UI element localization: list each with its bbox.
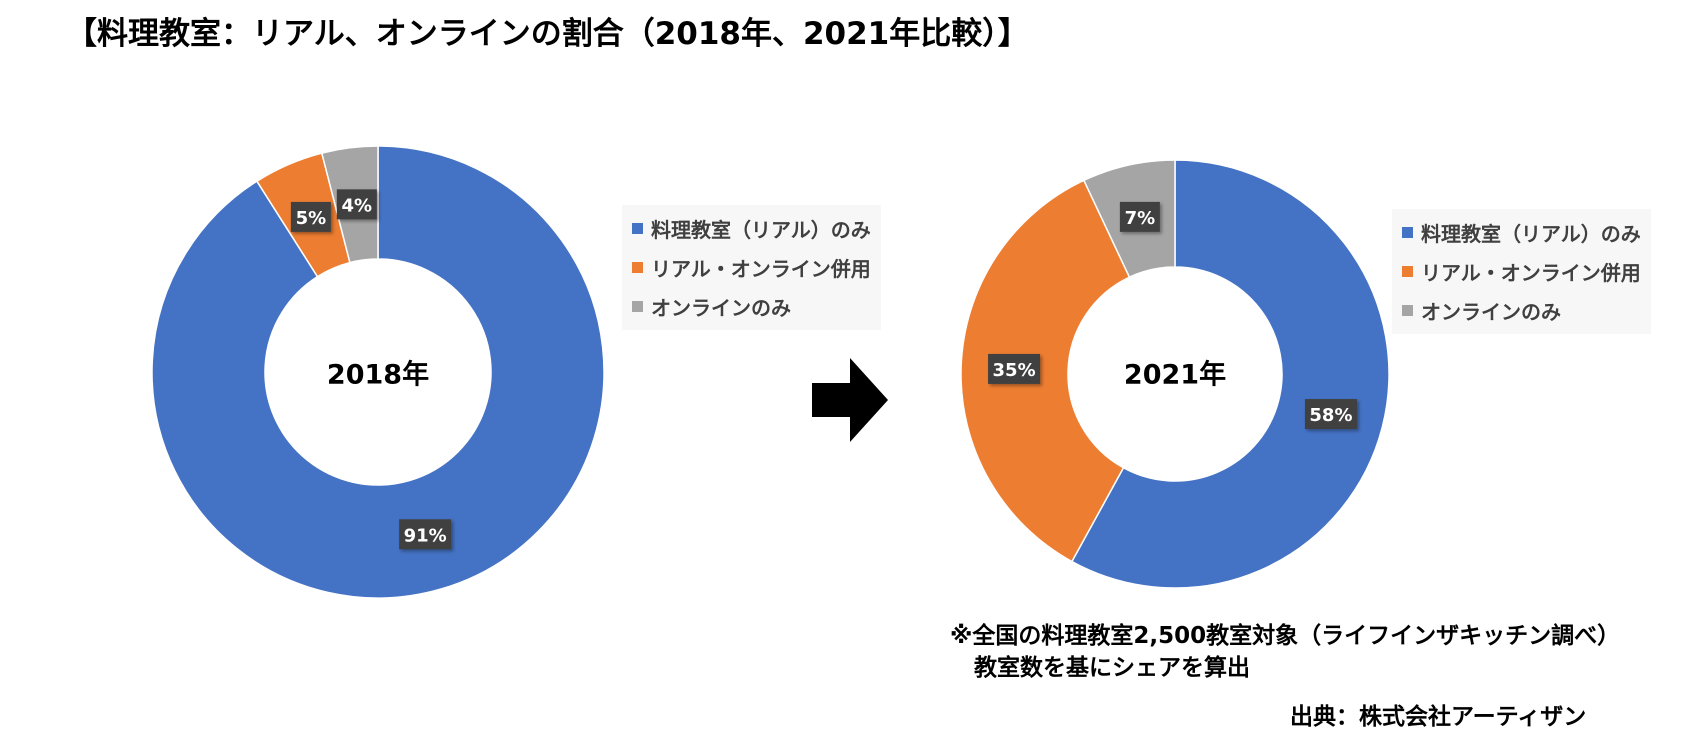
chart-2021-slice-real bbox=[1070, 159, 1390, 589]
legend-swatch-real bbox=[1402, 227, 1413, 238]
chart-2018-data-label-box-hybrid bbox=[290, 201, 331, 232]
survey-note: ※全国の料理教室2,500教室対象（ライフインザキッチン調べ） 教室数を基にシェ… bbox=[950, 620, 1620, 684]
legend-item-hybrid: リアル・オンライン併用 bbox=[1402, 252, 1641, 291]
page-title: 【料理教室：リアル、オンラインの割合（2018年、2021年比較）】 bbox=[66, 16, 1029, 52]
chart-2018-center-label: 2018年 bbox=[326, 359, 430, 391]
survey-note-line1: ※全国の料理教室2,500教室対象（ライフインザキッチン調べ） bbox=[950, 623, 1621, 649]
legend-label-online: オンラインのみ bbox=[1421, 300, 1561, 324]
legend-label-hybrid: リアル・オンライン併用 bbox=[1421, 261, 1641, 285]
legend-swatch-hybrid bbox=[632, 262, 643, 273]
chart-2021-data-label-real: 58% bbox=[1309, 405, 1352, 426]
legend-label-online: オンラインのみ bbox=[651, 296, 791, 320]
legend-label-real: 料理教室（リアル）のみ bbox=[1421, 222, 1641, 246]
chart-2018-data-label-hybrid: 5% bbox=[296, 208, 327, 229]
right-arrow-icon bbox=[812, 358, 888, 442]
chart-2021-donut: 58% 35% 7% bbox=[960, 159, 1390, 589]
chart-2021-legend: 料理教室（リアル）のみ リアル・オンライン併用 オンラインのみ bbox=[1392, 209, 1651, 334]
legend-item-hybrid: リアル・オンライン併用 bbox=[632, 248, 871, 287]
legend-item-real: 料理教室（リアル）のみ bbox=[1402, 213, 1641, 252]
chart-2021-data-label-online: 7% bbox=[1125, 208, 1156, 229]
legend-label-real: 料理教室（リアル）のみ bbox=[651, 218, 871, 242]
legend-item-online: オンラインのみ bbox=[632, 287, 871, 326]
chart-2021-data-label-box-real bbox=[1304, 399, 1357, 430]
chart-2021-slice-hybrid bbox=[960, 179, 1131, 563]
chart-2018-data-label-box-online bbox=[336, 189, 377, 220]
legend-swatch-hybrid bbox=[1402, 266, 1413, 277]
legend-item-real: 料理教室（リアル）のみ bbox=[632, 209, 871, 248]
legend-item-online: オンラインのみ bbox=[1402, 291, 1641, 330]
chart-2018-data-label-box-real bbox=[399, 519, 452, 550]
chart-2018-legend: 料理教室（リアル）のみ リアル・オンライン併用 オンラインのみ bbox=[622, 205, 881, 330]
legend-swatch-online bbox=[1402, 305, 1413, 316]
chart-2018-data-label-online: 4% bbox=[342, 195, 373, 216]
chart-2021-data-label-hybrid: 35% bbox=[993, 360, 1036, 381]
legend-swatch-real bbox=[632, 223, 643, 234]
chart-2018-data-label-real: 91% bbox=[404, 525, 447, 546]
survey-note-line2: 教室数を基にシェアを算出 bbox=[974, 655, 1250, 681]
chart-2018-donut: 91% 5% 4% bbox=[151, 145, 605, 599]
legend-swatch-online bbox=[632, 301, 643, 312]
legend-label-hybrid: リアル・オンライン併用 bbox=[651, 257, 871, 281]
chart-2018-slice-real bbox=[151, 145, 605, 599]
chart-2021-center-label: 2021年 bbox=[1123, 359, 1227, 391]
chart-2021-data-label-box-hybrid bbox=[988, 353, 1041, 384]
chart-2021-data-label-box-online bbox=[1119, 201, 1160, 232]
source-credit: 出典：株式会社アーティザン bbox=[1290, 704, 1587, 730]
